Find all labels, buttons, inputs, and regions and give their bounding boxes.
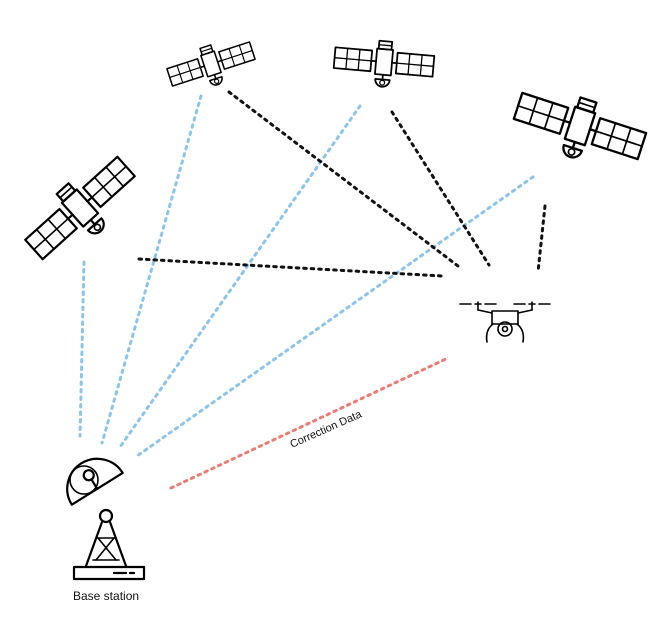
signal-line-sat3-drone [390,110,491,267]
signal-line-sat4-drone [536,204,547,274]
satellite-icon [24,155,136,261]
signal-line-sat2-drone [227,90,460,268]
drone-icon [459,301,551,343]
base-station-label: Base station [73,589,139,603]
satellite-icon [512,91,648,161]
signal-line-sat2-base [100,94,203,445]
base-station-icon [66,457,146,581]
drone-signal-lines [137,90,547,278]
satellite-icon [332,39,436,88]
correction-data-line [169,356,450,490]
signal-line-sat1-base [78,260,86,438]
signal-line-sat3-base [118,104,362,449]
signal-line-sat1-drone [137,257,444,278]
satellite-icon [166,41,256,87]
signal-line-sat4-base [135,175,535,458]
